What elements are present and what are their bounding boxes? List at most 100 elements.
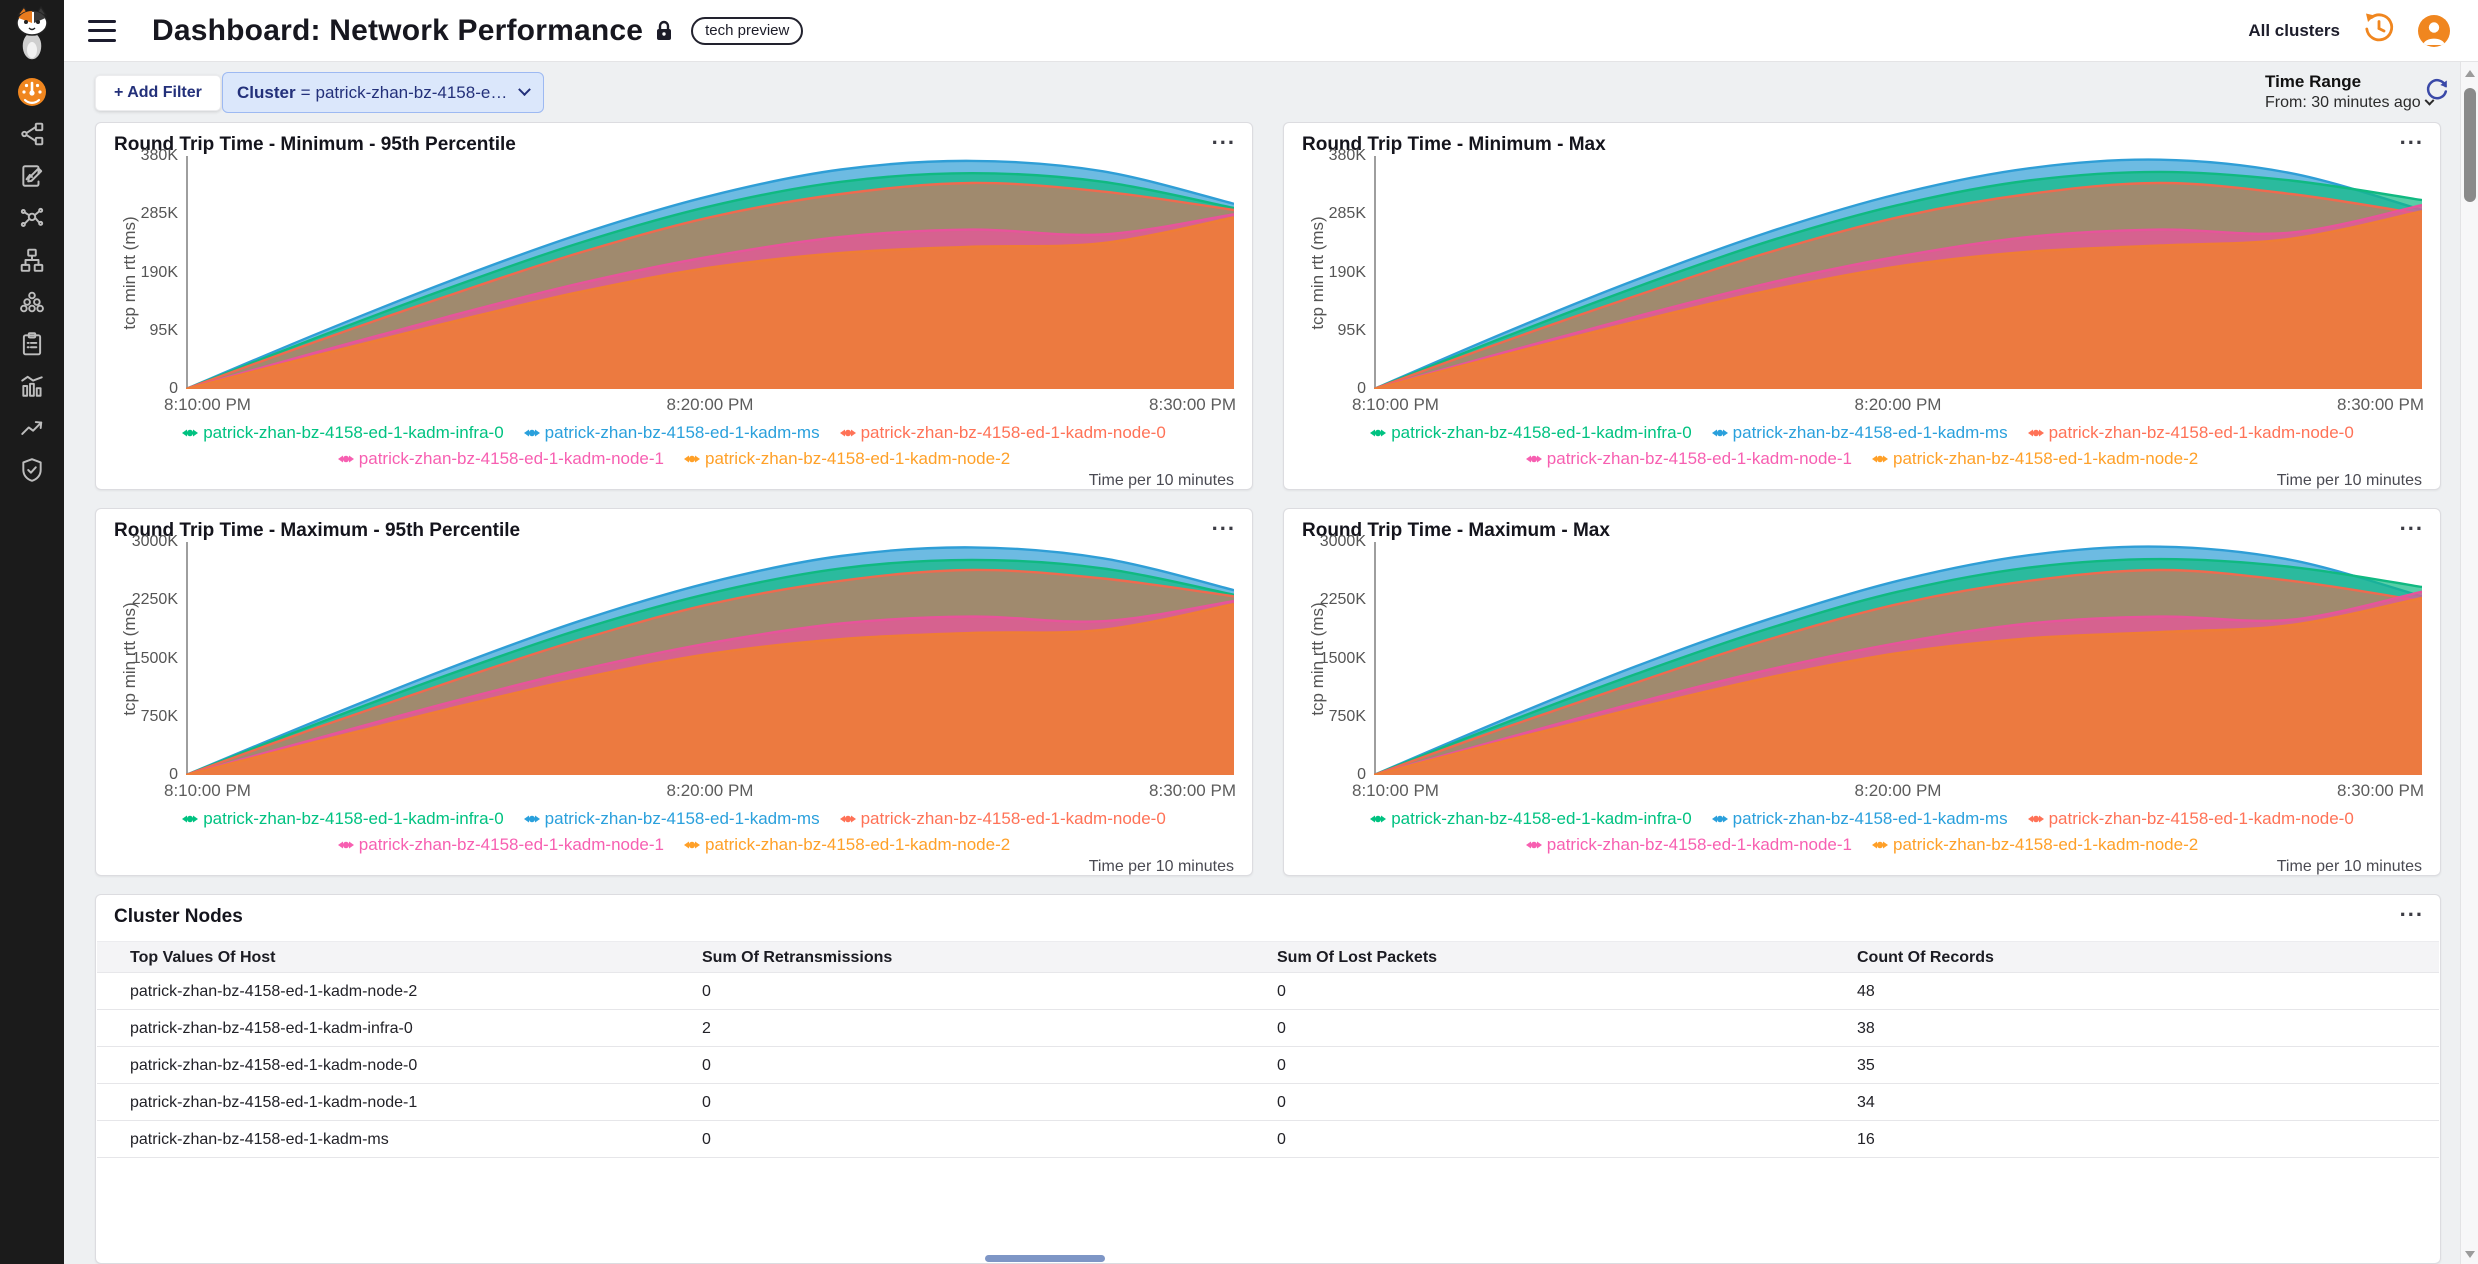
legend-item[interactable]: patrick-zhan-bz-4158-ed-1-kadm-node-1 — [337, 449, 664, 469]
legend-label: patrick-zhan-bz-4158-ed-1-kadm-node-1 — [358, 835, 664, 854]
filter-field: Cluster — [237, 82, 296, 102]
vertical-scrollbar-thumb[interactable] — [2464, 88, 2476, 202]
panel-menu-button[interactable]: ... — [2399, 510, 2424, 535]
legend-row: patrick-zhan-bz-4158-ed-1-kadm-infra-0 pa… — [96, 423, 1252, 445]
scrollbar-up-arrow[interactable] — [2465, 70, 2475, 77]
scrollbar-down-arrow[interactable] — [2465, 1251, 2475, 1258]
panel-menu-button[interactable]: ... — [1211, 124, 1236, 149]
legend-item[interactable]: patrick-zhan-bz-4158-ed-1-kadm-ms — [1711, 423, 2008, 443]
sidebar-item-service-graph[interactable] — [16, 118, 48, 150]
legend-label: patrick-zhan-bz-4158-ed-1-kadm-node-0 — [2048, 809, 2354, 828]
legend-label: patrick-zhan-bz-4158-ed-1-kadm-ms — [544, 423, 820, 442]
legend-item[interactable]: patrick-zhan-bz-4158-ed-1-kadm-node-1 — [337, 835, 664, 855]
legend-item[interactable]: patrick-zhan-bz-4158-ed-1-kadm-node-1 — [1525, 835, 1852, 855]
all-clusters-link[interactable]: All clusters — [2248, 20, 2340, 40]
value-cell: 0 — [1277, 983, 1286, 1000]
table-row: patrick-zhan-bz-4158-ed-1-kadm-node-2 0 0 4… — [97, 973, 2439, 1010]
horizontal-scrollbar-thumb[interactable] — [985, 1255, 1105, 1262]
panel-menu-button[interactable]: ... — [1211, 510, 1236, 535]
area-chart-plot[interactable] — [186, 156, 1234, 389]
y-tick-label: 0 — [1357, 380, 1366, 397]
y-tick-label: 285K — [140, 205, 178, 223]
legend-item[interactable]: patrick-zhan-bz-4158-ed-1-kadm-ms — [1711, 809, 2008, 829]
sidebar-item-network-sets[interactable] — [16, 244, 48, 276]
sidebar-item-metrics[interactable] — [16, 370, 48, 402]
table-column-header: Sum Of Retransmissions — [702, 949, 893, 966]
value-cell: 48 — [1857, 983, 1875, 1000]
sidebar-item-policies[interactable] — [16, 160, 48, 192]
host-cell: patrick-zhan-bz-4158-ed-1-kadm-node-0 — [130, 1057, 418, 1074]
filter-value: patrick-zhan-bz-4158-e… — [315, 82, 508, 102]
legend-row: patrick-zhan-bz-4158-ed-1-kadm-node-1 pat… — [96, 835, 1252, 857]
x-tick-label: 8:20:00 PM — [1854, 781, 1942, 800]
calico-cat-logo[interactable] — [8, 5, 56, 62]
panel-menu-button[interactable]: ... — [2399, 124, 2424, 149]
legend-item[interactable]: patrick-zhan-bz-4158-ed-1-kadm-infra-0 — [1370, 423, 1692, 443]
legend-marker-icon — [182, 429, 199, 437]
panel-title: Round Trip Time - Minimum - Max — [1302, 134, 1606, 155]
sidebar-item-endpoints[interactable] — [16, 286, 48, 318]
chart-panel-rtt-max-max: Round Trip Time - Maximum - Max ... tcp … — [1283, 508, 2441, 876]
legend-label: patrick-zhan-bz-4158-ed-1-kadm-node-2 — [705, 449, 1011, 468]
add-filter-button[interactable]: + Add Filter — [95, 75, 221, 111]
legend-item[interactable]: patrick-zhan-bz-4158-ed-1-kadm-infra-0 — [1370, 809, 1692, 829]
legend-item[interactable]: patrick-zhan-bz-4158-ed-1-kadm-node-2 — [684, 835, 1010, 855]
legend-item[interactable]: patrick-zhan-bz-4158-ed-1-kadm-node-2 — [684, 449, 1010, 469]
legend-item[interactable]: patrick-zhan-bz-4158-ed-1-kadm-ms — [523, 809, 820, 829]
x-tick-label: 8:10:00 PM — [1352, 781, 1439, 800]
y-tick-label: 285K — [1328, 205, 1366, 223]
legend-item[interactable]: patrick-zhan-bz-4158-ed-1-kadm-node-0 — [839, 423, 1166, 443]
area-series-patrick-zhan-bz-4158-ed-1-kadm-node-2 — [1374, 597, 2422, 775]
legend-item[interactable]: patrick-zhan-bz-4158-ed-1-kadm-node-0 — [839, 809, 1166, 829]
panel-title: Round Trip Time - Maximum - 95th Percent… — [114, 520, 521, 541]
legend-item[interactable]: patrick-zhan-bz-4158-ed-1-kadm-node-0 — [2027, 423, 2354, 443]
legend-marker-icon — [1872, 841, 1888, 849]
legend-item[interactable]: patrick-zhan-bz-4158-ed-1-kadm-infra-0 — [182, 423, 504, 443]
legend-item[interactable]: patrick-zhan-bz-4158-ed-1-kadm-ms — [523, 423, 820, 443]
sidebar-item-security[interactable] — [16, 454, 48, 486]
value-cell: 2 — [702, 1020, 711, 1037]
y-tick-label: 1500K — [131, 649, 178, 667]
cluster-nodes-panel: Cluster Nodes ... Top Values Of Host Sum … — [95, 894, 2441, 1264]
menu-toggle-button[interactable] — [88, 19, 116, 42]
legend-marker-icon — [684, 841, 700, 849]
service-graph-icon — [21, 122, 44, 146]
table-row: patrick-zhan-bz-4158-ed-1-kadm-node-1 0 0 3… — [97, 1084, 2439, 1121]
history-button[interactable] — [2362, 11, 2396, 50]
chevron-down-icon — [518, 83, 532, 97]
value-cell: 0 — [702, 1094, 711, 1111]
y-tick-label: 380K — [1328, 147, 1366, 164]
area-chart-plot[interactable] — [1374, 542, 2422, 775]
chart-panel-rtt-max-95th: Round Trip Time - Maximum - 95th Percent… — [95, 508, 1253, 876]
cat-icon — [16, 5, 48, 61]
value-cell: 0 — [702, 983, 711, 1000]
legend-item[interactable]: patrick-zhan-bz-4158-ed-1-kadm-node-2 — [1872, 835, 2198, 855]
y-tick-label: 0 — [169, 766, 178, 783]
area-chart-plot[interactable] — [186, 542, 1234, 775]
refresh-button[interactable] — [2424, 76, 2450, 102]
shield-check-icon — [22, 458, 42, 482]
y-tick-label: 1500K — [1319, 649, 1366, 667]
legend-item[interactable]: patrick-zhan-bz-4158-ed-1-kadm-node-1 — [1525, 449, 1852, 469]
legend-label: patrick-zhan-bz-4158-ed-1-kadm-node-1 — [1546, 449, 1852, 468]
sidebar-item-compliance-reports[interactable] — [16, 328, 48, 360]
y-tick-label: 750K — [1328, 707, 1366, 725]
sidebar-item-flow-visualizations[interactable] — [16, 202, 48, 234]
document-edit-icon — [22, 165, 43, 187]
time-range-value[interactable]: From: 30 minutes ago — [2265, 94, 2435, 112]
area-series-patrick-zhan-bz-4158-ed-1-kadm-node-2 — [186, 604, 1234, 775]
area-chart-plot[interactable] — [1374, 156, 2422, 389]
cluster-filter-chip[interactable]: Cluster = patrick-zhan-bz-4158-e… — [222, 72, 545, 113]
y-tick-label: 95K — [1337, 321, 1366, 339]
legend-label: patrick-zhan-bz-4158-ed-1-kadm-node-2 — [705, 835, 1011, 854]
sidebar-item-dashboard[interactable] — [16, 76, 48, 108]
y-tick-label: 190K — [140, 263, 178, 281]
legend-label: patrick-zhan-bz-4158-ed-1-kadm-node-0 — [2048, 423, 2354, 442]
legend-item[interactable]: patrick-zhan-bz-4158-ed-1-kadm-node-0 — [2027, 809, 2354, 829]
sidebar-item-threat-trends[interactable] — [16, 412, 48, 444]
legend-item[interactable]: patrick-zhan-bz-4158-ed-1-kadm-node-2 — [1872, 449, 2198, 469]
legend-item[interactable]: patrick-zhan-bz-4158-ed-1-kadm-infra-0 — [182, 809, 504, 829]
legend-label: patrick-zhan-bz-4158-ed-1-kadm-node-1 — [1546, 835, 1852, 854]
panel-menu-button[interactable]: ... — [2399, 896, 2424, 921]
user-avatar-button[interactable] — [2418, 14, 2450, 47]
